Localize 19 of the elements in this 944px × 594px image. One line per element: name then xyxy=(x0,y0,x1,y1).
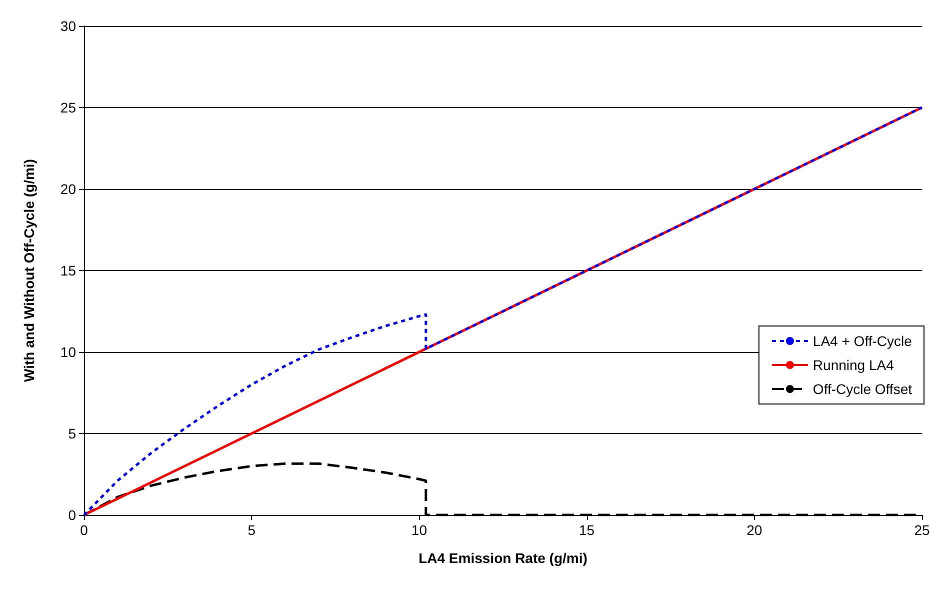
line-series xyxy=(82,106,924,516)
y-tick-label: 25 xyxy=(60,100,76,116)
legend-label: Off-Cycle Offset xyxy=(812,381,912,397)
y-tick-label: 20 xyxy=(60,181,76,197)
y-tick-label: 0 xyxy=(68,507,76,523)
y-tick-label: 10 xyxy=(60,344,76,360)
x-tick-label: 5 xyxy=(248,522,256,538)
legend-label: LA4 + Off-Cycle xyxy=(812,333,912,349)
y-tick-label: 5 xyxy=(68,426,76,442)
y-tick-label: 30 xyxy=(60,18,76,34)
x-tick-label: 0 xyxy=(80,522,88,538)
x-tick-label: 25 xyxy=(914,522,930,538)
x-tick-label: 15 xyxy=(579,522,595,538)
legend-label: Running LA4 xyxy=(812,357,894,373)
y-axis-title: With and Without Off-Cycle (g/mi) xyxy=(21,159,37,382)
x-axis-title: LA4 Emission Rate (g/mi) xyxy=(418,550,588,566)
x-tick-label: 20 xyxy=(746,522,762,538)
x-tick-label: 10 xyxy=(411,522,428,538)
y-tick-label: 15 xyxy=(60,262,76,278)
